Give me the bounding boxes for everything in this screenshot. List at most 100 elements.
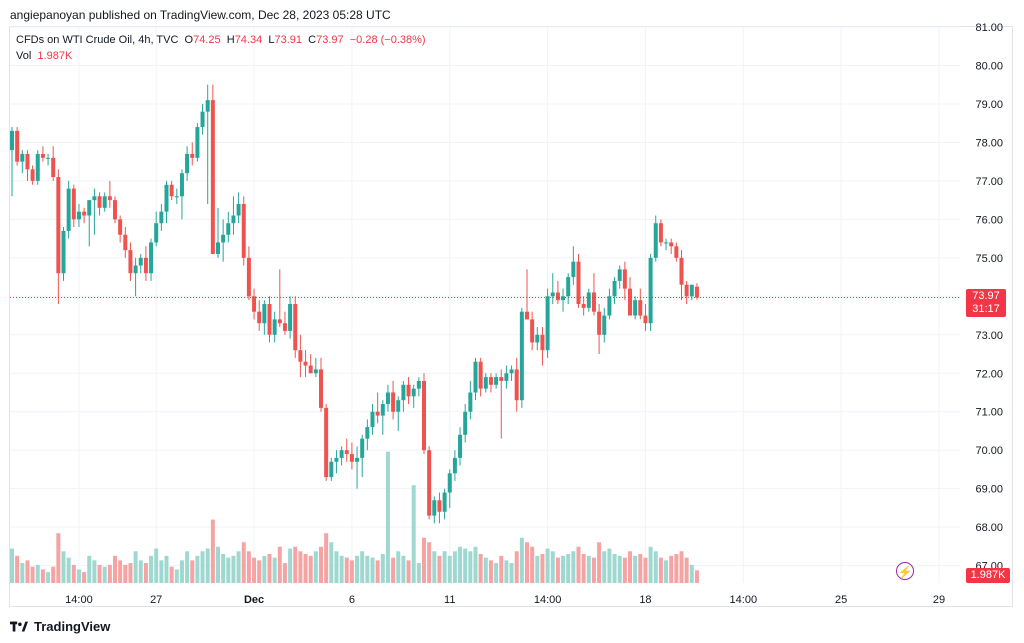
volume-bar [76,569,81,583]
volume-bar [504,560,509,583]
volume-bar [437,555,442,583]
candle-body [246,257,251,297]
volume-bar [154,548,159,583]
price-tick-label: 71.00 [975,407,1003,419]
candle-body [365,427,370,439]
volume-bar [463,548,468,583]
volume-bar [540,554,545,583]
candle-body [684,284,689,297]
volume-bar [102,566,107,583]
volume-bar [643,557,648,583]
volume-bar [149,555,154,583]
volume-bar [97,564,102,583]
volume-bar [689,564,694,583]
volume-bar [411,485,416,583]
candle-body [226,223,231,235]
candle-body [298,350,303,362]
volume-bar [658,557,663,583]
lightning-icon[interactable]: ⚡ [896,562,914,580]
volume-bar [30,566,35,583]
candle-body [488,377,493,385]
last-volume-badge: 1.987K [966,568,1010,583]
symbol-label[interactable]: CFDs on WTI Crude Oil, 4h, TVC [16,34,179,46]
candle-body [648,257,653,324]
volume-bar [494,563,499,583]
price-tick-label: 79.00 [975,99,1003,111]
candle-body [154,223,159,243]
candle-body [61,230,66,274]
candle-body [334,457,339,462]
candle-body [303,361,308,366]
candle-body [66,188,71,231]
volume-bar [216,546,220,583]
volume-bar [313,551,318,583]
volume-bar [380,554,385,583]
volume-bar [174,569,179,583]
candle-body [622,269,627,289]
vol-label[interactable]: Vol [16,50,32,62]
candle-body [566,277,571,297]
candle-body [149,242,154,274]
volume-bar [427,542,432,583]
candle-body [617,269,622,281]
volume-bar [257,560,262,583]
candle-body [35,153,40,181]
candle-body [282,323,287,331]
volume-bar [355,555,360,583]
volume-bar [66,557,71,583]
candle-body [293,304,298,351]
candle-body [427,450,432,516]
volume-bar [164,555,169,583]
volume-bar [349,560,354,583]
volume-bar [20,563,25,583]
brand-name[interactable]: TradingView [34,619,111,634]
volume-bar [571,551,576,583]
candle-body [308,365,313,374]
volume-bar [51,566,56,583]
last-price-badge: 73.97 31:17 [966,289,1006,317]
candle-body [257,311,262,324]
candle-body [432,500,437,516]
volume-bar [252,557,257,583]
candle-body [123,234,128,251]
volume-bar [118,560,123,583]
volume-bar [422,537,426,583]
volume-bar [293,546,298,583]
candle-body [76,211,81,220]
candle-body [159,211,164,224]
bar-countdown: 31:17 [972,303,1000,315]
candle-body [628,288,632,316]
volume-bar [200,551,205,583]
volume-bar [179,560,184,583]
candle-body [550,292,555,297]
candle-body [468,392,473,412]
volume-bar [452,551,457,583]
volume-bar [684,557,689,583]
candle-body [525,311,529,320]
volume-bar [267,554,272,583]
candle-body [313,369,318,374]
candle-body [535,334,540,343]
volume-bar [82,572,87,583]
volume-bar [669,555,674,583]
candle-body [494,377,499,385]
volume-bar [169,566,174,583]
volume-bar [550,551,555,583]
candle-body [638,300,643,316]
candle-body [277,319,282,324]
candle-body [664,242,669,244]
volume-bar [694,570,699,583]
candle-body [40,153,45,158]
candle-body [92,196,97,201]
volume-bar [648,546,653,583]
volume-bar [308,555,313,583]
candle-body [267,304,272,335]
volume-bar [566,554,571,583]
volume-bar [324,533,329,583]
volume-bar [674,554,679,583]
volume-bar [483,557,488,583]
candle-body [221,234,226,243]
volume-bar [622,557,627,583]
tradingview-logo-icon[interactable] [10,621,28,633]
